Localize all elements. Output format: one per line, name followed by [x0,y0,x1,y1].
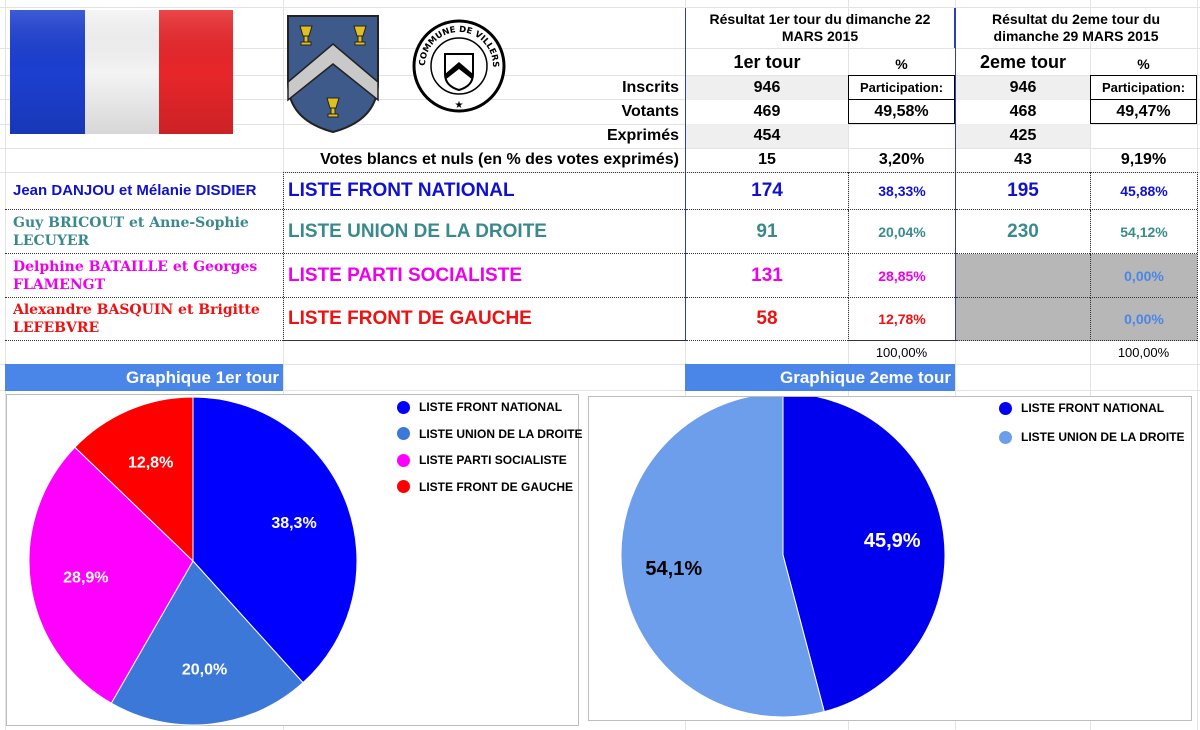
list-candidates-fg: Alexandre BASQUIN et Brigitte LEFEBVRE [5,298,283,341]
round1-votes-ud: 91 [686,210,848,254]
legend-dot-icon [397,427,410,440]
legend-label: LISTE UNION DE LA DROITE [419,426,583,441]
legend-label: LISTE FRONT NATIONAL [1021,401,1165,415]
round2-exprimes: 425 [956,124,1090,148]
round2-column-header: 2eme tour [979,51,1067,72]
round2-votants: 468 [1009,103,1037,120]
list-name-ps: LISTE PARTI SOCIALISTE [284,254,685,298]
round1-blancs: 15 [758,151,776,168]
pie-slice-1 [782,397,946,713]
chart1-pie: 38,3% 20,0% 28,9% 12,8% [28,396,358,726]
legend-dot-icon [397,400,410,414]
round2-total-pct: 100,00% [1117,345,1170,360]
round1-exprimes: 454 [686,124,848,148]
round2-pct-fg: 0,00% [1090,298,1197,341]
round1-pct-fg: 12,78% [848,298,955,341]
list-name-fn: LISTE FRONT NATIONAL [284,172,685,210]
list-name-ud: LISTE UNION DE LA DROITE [284,210,685,254]
round2-pct-ps: 0,00% [1090,254,1197,298]
round2-participation-label: Participation: [1090,75,1197,100]
french-flag-icon [10,10,233,134]
legend-item-1: LISTE FRONT NATIONAL [397,400,562,414]
round2-pct-ud: 54,12% [1090,210,1197,254]
pie-slice-label-2: 20,0% [182,662,227,679]
chart2-title: Graphique 2eme tour [685,364,955,391]
round1-pct-ps: 28,85% [848,254,955,298]
pie-slice-label-2: 54,1% [645,558,702,580]
pie-slice-4 [74,396,194,563]
votants-label: Votants [621,103,679,120]
round2-blancs: 43 [1014,151,1032,168]
blancs-label: Votes blancs et nuls (en % des votes exp… [320,151,679,168]
round2-blancs-pct: 9,19% [1120,151,1167,168]
round2-title-text: Résultat du 2eme tour du dimanche 29 MAR… [991,11,1161,44]
round1-frame-right [955,8,956,340]
round2-inscrits: 946 [956,76,1090,100]
coat-of-arms-icon [287,15,379,134]
pie-slice-2 [110,560,304,726]
round2-votes-fn: 195 [956,172,1090,210]
list-candidates-fn: Jean DANJOU et Mélanie DISDIER [5,172,283,210]
legend-dot-icon [397,453,410,467]
legend-dot-icon [397,480,410,493]
legend-item-1: LISTE FRONT NATIONAL [999,401,1164,415]
round2-participation-value: 49,47% [1090,99,1197,124]
exprimes-label: Exprimés [606,127,679,144]
round1-blancs-pct: 3,20% [878,151,925,168]
round2-votes-ps [956,254,1090,298]
round1-votes-ps: 131 [686,254,848,298]
round1-column-header: 1er tour [733,51,801,72]
legend-dot-icon [999,401,1012,415]
list-candidates-ps: Delphine BATAILLE et Georges FLAMENGT [5,254,283,298]
list-name-fg: LISTE FRONT DE GAUCHE [284,298,685,341]
round2-votes-ud: 230 [956,210,1090,254]
legend-label: LISTE FRONT DE GAUCHE [419,479,574,494]
chart1-title: Graphique 1er tour [5,364,283,391]
inscrits-label: Inscrits [622,79,679,96]
legend-item-2: LISTE UNION DE LA DROITE [397,427,583,441]
chart2-panel: 45,9% 54,1% LISTE FRONT NATIONAL LISTE UNI… [588,396,1192,721]
round1-inscrits: 946 [686,76,848,100]
round1-participation-value: 49,58% [848,99,955,124]
legend-dot-icon [999,430,1012,444]
round2-title: Résultat du 2eme tour du dimanche 29 MAR… [955,8,1197,48]
round2-pct-fn: 45,88% [1090,172,1197,210]
commune-seal-icon: COMMUNE DE VILLERS-EN-CAUCHIES ★ [407,11,506,113]
round1-participation-label: Participation: [848,75,955,100]
commune-seal-image: COMMUNE DE VILLERS-EN-CAUCHIES ★ [407,11,507,114]
round1-pct-fn: 38,33% [848,172,955,210]
chart1-panel: 38,3% 20,0% 28,9% 12,8% LISTE FRONT NATIONA… [6,394,583,726]
chart2-pie: 45,9% 54,1% [620,397,946,718]
pie-slice-label-1: 45,9% [864,530,921,552]
pie-slice-label-1: 38,3% [271,515,316,532]
pie-slice-1 [192,396,358,684]
pie-slice-3 [28,446,194,704]
legend-label: LISTE FRONT NATIONAL [419,400,563,414]
list-candidates-ud: Guy BRICOUT et Anne-Sophie LECUYER [5,210,283,254]
round1-title: Résultat 1er tour du dimanche 22 MARS 20… [685,8,955,48]
round1-total-pct: 100,00% [875,345,928,360]
legend-label: LISTE UNION DE LA DROITE [1021,430,1185,444]
round1-pct-header: % [895,56,908,72]
pie-slice-2 [620,397,825,718]
round1-votes-fg: 58 [686,298,848,341]
round1-votes-fn: 174 [686,172,848,210]
round1-votants: 469 [753,103,781,120]
pie-slice-label-3: 28,9% [63,569,108,586]
legend-item-2: LISTE UNION DE LA DROITE [999,430,1185,444]
round1-frame [685,8,686,340]
pie-slice-label-4: 12,8% [128,454,173,471]
coat-of-arms-image [284,12,382,136]
legend-item-3: LISTE PARTI SOCIALISTE [397,453,567,467]
svg-text:★: ★ [455,100,464,111]
round1-pct-ud: 20,04% [848,210,955,254]
french-flag-image [10,10,233,134]
round1-title-text: Résultat 1er tour du dimanche 22 MARS 20… [709,11,931,44]
round2-pct-header: % [1137,56,1150,72]
legend-label: LISTE PARTI SOCIALISTE [419,453,567,467]
legend-item-4: LISTE FRONT DE GAUCHE [397,480,573,494]
round2-votes-fg [956,298,1090,341]
